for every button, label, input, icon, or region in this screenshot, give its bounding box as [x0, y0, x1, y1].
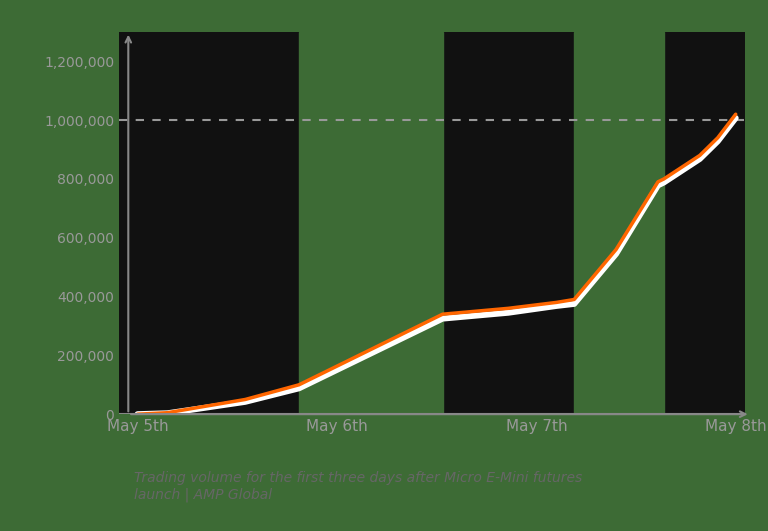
- Text: Trading volume for the first three days after Micro E-Mini futures
launch | AMP : Trading volume for the first three days …: [134, 471, 583, 502]
- Bar: [299, 32, 442, 414]
- Bar: [574, 32, 664, 414]
